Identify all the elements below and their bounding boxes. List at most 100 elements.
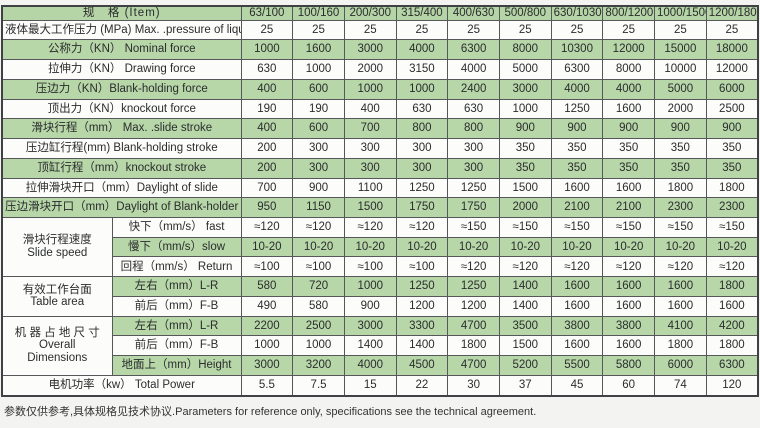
value-cell: 30 (447, 374, 500, 397)
value-cell: 900 (602, 118, 656, 140)
value-cell: 900 (498, 118, 552, 140)
value-cell: 800 (395, 118, 449, 140)
value-cell: 10-20 (343, 236, 397, 258)
value-cell: 350 (498, 157, 552, 179)
value-cell: 10-20 (498, 236, 552, 258)
value-cell: 1600 (602, 295, 656, 317)
value-cell: 1600 (602, 276, 656, 297)
value-cell: 1600 (654, 295, 707, 317)
header-row: 规 格 (Item) 63/100 100/160 200/300 315/400 40… (1, 5, 759, 21)
row-sublabel: 前后（mm）F-B (111, 295, 242, 317)
value-cell: 1500 (498, 335, 552, 357)
value-cell: ≈120 (550, 256, 604, 278)
model-header: 1000/1500 (654, 5, 707, 21)
value-cell: 6300 (447, 39, 500, 61)
value-cell: ≈150 (498, 216, 552, 238)
value-cell: 400 (240, 78, 294, 100)
value-cell: ≈150 (550, 216, 604, 238)
value-cell: 74 (654, 374, 707, 397)
value-cell: 800 (447, 118, 500, 140)
value-cell: 1500 (498, 177, 552, 199)
value-cell: 1600 (602, 177, 656, 199)
value-cell: 900 (343, 295, 397, 317)
value-cell: 300 (343, 138, 397, 159)
row-sublabel: 左右（mm）L-R (111, 315, 242, 337)
row-label: 公称力（KN） Nominal force (1, 39, 242, 61)
value-cell: 1800 (447, 335, 500, 357)
value-cell: ≈120 (602, 256, 656, 278)
value-cell: 2500 (705, 98, 759, 120)
value-cell: 4000 (550, 78, 604, 100)
group-label-line: 有效工作台面 (22, 283, 92, 296)
value-cell: 4000 (447, 59, 500, 80)
value-cell: 6300 (705, 355, 759, 376)
footer-note: 参数仅供参考,具体规格见技术协议.Parameters for referenc… (4, 406, 537, 418)
value-cell: 350 (654, 157, 707, 179)
value-cell: 350 (705, 138, 759, 159)
row-sublabel: 回程（mm/s） Return (111, 256, 242, 278)
value-cell: ≈100 (343, 256, 397, 278)
value-cell: 25 (602, 19, 656, 41)
table-row: 拉伸滑块开口（mm）Daylight of slide 700 900 1100 125… (1, 177, 759, 199)
value-cell: ≈120 (343, 216, 397, 238)
model-header: 400/630 (447, 5, 500, 21)
value-cell: 300 (447, 138, 500, 159)
value-cell: 2100 (602, 197, 656, 218)
value-cell: 300 (343, 157, 397, 179)
value-cell: 580 (292, 295, 345, 317)
value-cell: 22 (395, 374, 449, 397)
value-cell: 400 (240, 118, 294, 140)
value-cell: ≈150 (654, 216, 707, 238)
value-cell: 1200 (395, 295, 449, 317)
value-cell: 1100 (343, 177, 397, 199)
value-cell: 600 (292, 118, 345, 140)
value-cell: 1150 (292, 197, 345, 218)
table-row: 拉伸力（KN） Drawing force 630 1000 2000 3150 4000… (1, 59, 759, 80)
table-row: 滑块行程（mm） Max. .slide stroke 400 600 700 800 8… (1, 118, 759, 140)
table-row: 压边缸行程(mm) Blank-holding stroke 200 300 300 3… (1, 138, 759, 159)
value-cell: 3800 (602, 315, 656, 337)
value-cell: 1600 (602, 335, 656, 357)
row-sublabel: 前后（mm）F-B (111, 335, 242, 357)
value-cell: 60 (602, 374, 656, 397)
value-cell: 1600 (602, 98, 656, 120)
row-label: 压边力（KN）Blank-holding force (1, 78, 242, 100)
value-cell: 5.5 (240, 374, 294, 397)
value-cell: 300 (292, 138, 345, 159)
value-cell: 25 (343, 19, 397, 41)
value-cell: 25 (447, 19, 500, 41)
value-cell: 1400 (498, 295, 552, 317)
group-label-line: Dimensions (27, 352, 88, 365)
table-row: 压边力（KN）Blank-holding force 400 600 1000 1000… (1, 78, 759, 100)
value-cell: 1000 (292, 335, 345, 357)
table-row: 有效工作台面 Table area 左右（mm）L-R 580 720 1000 1250 1… (1, 276, 759, 317)
table-row: 慢下（mm/s）slow 10-20 10-20 10-20 10-20 10-20 10-… (2, 236, 759, 258)
value-cell: 6000 (705, 78, 759, 100)
value-cell: 1400 (343, 335, 397, 357)
value-cell: 10-20 (240, 236, 294, 258)
value-cell: 1250 (395, 177, 449, 199)
row-label: 电机功率（kw） Total Power (1, 374, 242, 397)
value-cell: 900 (292, 177, 345, 199)
value-cell: 1600 (292, 39, 345, 61)
value-cell: 200 (240, 157, 294, 179)
value-cell: 10-20 (447, 236, 500, 258)
group-label-line: Table area (30, 296, 85, 309)
value-cell: 45 (550, 374, 604, 397)
table-row: 顶缸行程（mm）knockout stroke 200 300 300 300 300 35… (1, 157, 759, 179)
value-cell: 10300 (550, 39, 604, 61)
value-cell: 4000 (343, 355, 397, 376)
value-cell: 12000 (705, 59, 759, 80)
value-cell: 25 (654, 19, 707, 41)
value-cell: 1250 (447, 276, 500, 297)
value-cell: 25 (705, 19, 759, 41)
model-header: 1200/1800 (705, 5, 759, 21)
value-cell: 18000 (705, 39, 759, 61)
value-cell: 3150 (395, 59, 449, 80)
group-label-line: Overall (39, 339, 76, 352)
value-cell: 1800 (705, 335, 759, 357)
model-header: 200/300 (343, 5, 397, 21)
model-header: 500/800 (498, 5, 552, 21)
table-row: 前后（mm）F-B 1000 1000 1400 1400 1800 1500 1600 160… (2, 335, 759, 357)
value-cell: 25 (240, 19, 294, 41)
